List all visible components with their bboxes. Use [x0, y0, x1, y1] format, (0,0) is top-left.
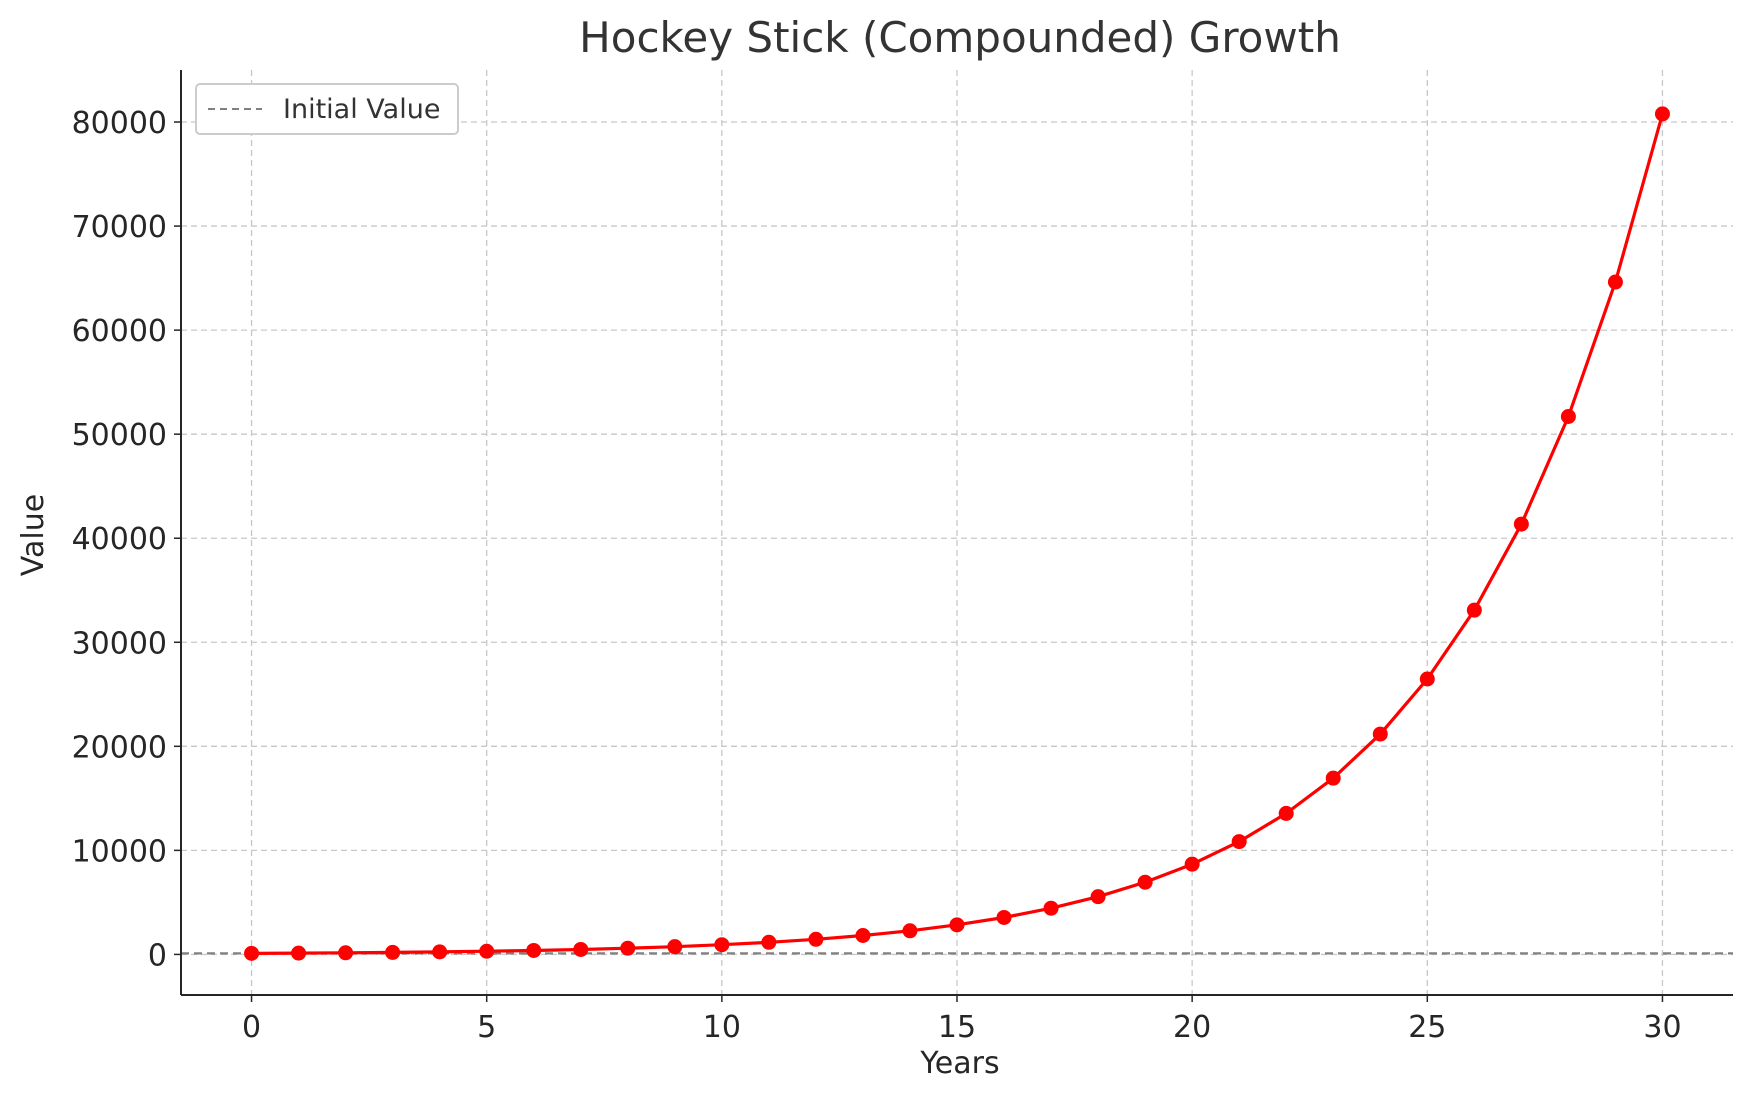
grid-lines: [181, 70, 1733, 995]
x-axis-label: Years: [919, 1046, 999, 1081]
series-layer: [244, 106, 1670, 961]
tick-labels: 0 5 10 15 20 25 30 0 10000 20000 30000 40000 50000 60…: [72, 106, 1682, 1045]
data-point: [1137, 874, 1153, 890]
data-point: [1372, 726, 1388, 742]
y-tick-label: 60000: [72, 314, 167, 349]
data-point: [1654, 106, 1670, 122]
data-point: [573, 941, 589, 957]
data-point: [1231, 834, 1247, 850]
y-tick-label: 80000: [72, 106, 167, 141]
data-point: [338, 945, 354, 961]
legend-label-initial-value: Initial Value: [283, 94, 440, 125]
x-tick-label: 30: [1643, 1010, 1681, 1045]
y-tick-label: 10000: [72, 834, 167, 869]
y-tick-label: 40000: [72, 522, 167, 557]
x-tick-label: 15: [938, 1010, 976, 1045]
data-point: [1466, 602, 1482, 618]
y-tick-label: 30000: [72, 626, 167, 661]
data-point: [526, 942, 542, 958]
data-point: [291, 945, 307, 961]
y-tick-label: 50000: [72, 418, 167, 453]
legend-box: [195, 83, 459, 135]
y-tick-label: 20000: [72, 730, 167, 765]
data-point: [667, 939, 683, 955]
data-point: [808, 931, 824, 947]
data-point: [1419, 671, 1435, 687]
x-tick-label: 0: [242, 1010, 261, 1045]
data-point: [1090, 889, 1106, 905]
data-point: [1607, 274, 1623, 290]
data-point: [432, 944, 448, 960]
data-point: [996, 909, 1012, 925]
legend: Initial Value: [195, 83, 459, 135]
data-point: [1043, 900, 1059, 916]
data-point: [620, 940, 636, 956]
x-tick-label: 10: [703, 1010, 741, 1045]
y-tick-label: 0: [148, 938, 167, 973]
data-point: [1325, 770, 1341, 786]
chart-title: Hockey Stick (Compounded) Growth: [579, 13, 1341, 62]
data-point: [761, 934, 777, 950]
y-tick-label: 70000: [72, 210, 167, 245]
data-point: [479, 943, 495, 959]
data-point: [714, 937, 730, 953]
data-point: [1513, 516, 1529, 532]
x-tick-label: 5: [477, 1010, 496, 1045]
data-point: [385, 944, 401, 960]
data-point: [1184, 856, 1200, 872]
x-tick-label: 25: [1408, 1010, 1446, 1045]
data-point: [244, 945, 260, 961]
data-point: [949, 917, 965, 933]
data-point: [1560, 408, 1576, 424]
data-point: [902, 923, 918, 939]
data-point: [855, 927, 871, 943]
x-tick-label: 20: [1173, 1010, 1211, 1045]
y-axis-label: Value: [16, 494, 51, 576]
axes: [174, 70, 1733, 1002]
data-point: [1278, 805, 1294, 821]
